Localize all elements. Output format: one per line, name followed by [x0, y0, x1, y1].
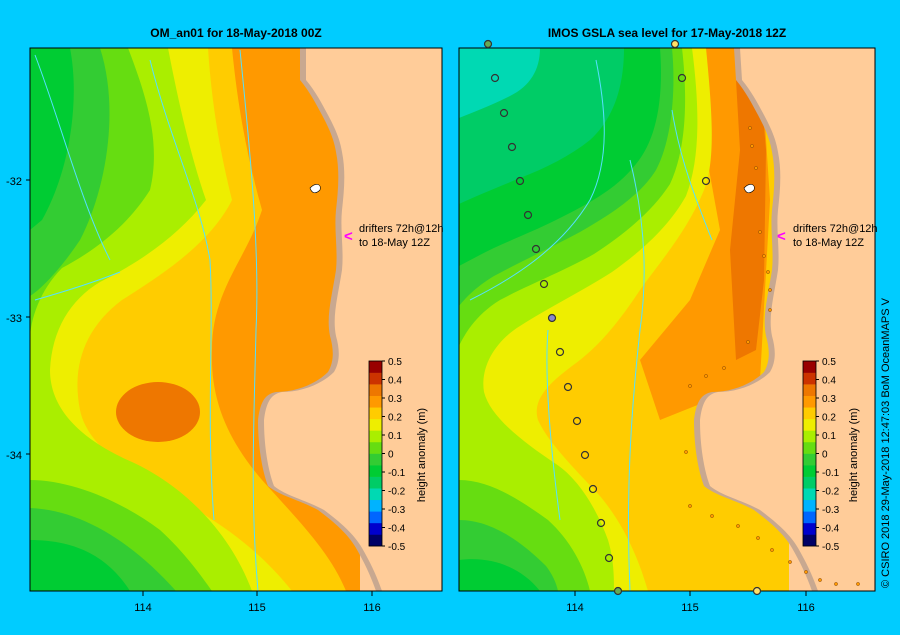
left-colorbar-swatch: [369, 476, 382, 489]
left-lat-tick-32: -32: [6, 176, 22, 188]
left-drifter-marker-icon: <: [344, 228, 353, 245]
left-colorbar-tick-label: -0.3: [388, 505, 406, 516]
right-lon-axis: 114 115 116: [566, 591, 815, 614]
left-drifter-label-line-2: to 18-May 12Z: [359, 237, 430, 249]
right-colorbar-swatch: [803, 476, 816, 489]
right-colorbar-swatch: [803, 395, 816, 408]
left-drifter-label-line-1: drifters 72h@12h: [359, 223, 444, 235]
right-colorbar-swatch: [803, 511, 816, 524]
right-colorbar-swatch: [803, 453, 816, 466]
left-colorbar-swatch: [369, 430, 382, 443]
right-colorbar-swatch: [803, 441, 816, 454]
left-colorbar-swatch: [369, 511, 382, 524]
left-colorbar-swatch: [369, 407, 382, 420]
left-colorbar-swatch: [369, 453, 382, 466]
left-colorbar-swatch: [369, 441, 382, 454]
right-colorbar-swatch: [803, 534, 816, 547]
right-colorbar-tick-label: -0.2: [822, 487, 840, 498]
left-colorbar-tick-label: -0.5: [388, 542, 406, 553]
left-lon-axis: 114 115 116: [134, 591, 381, 614]
left-colorbar-tick-label: -0.4: [388, 524, 406, 535]
credit-text: © CSIRO 2018 29-May-2018 12:47:03 BoM Oc…: [880, 297, 892, 588]
right-colorbar-swatch: [803, 499, 816, 512]
left-colorbar-label: height anomaly (m): [416, 408, 428, 502]
left-lon-tick-115: 115: [248, 602, 266, 614]
left-colorbar-swatch: [369, 372, 382, 385]
right-colorbar-swatch: [803, 407, 816, 420]
left-colorbar-swatch: [369, 522, 382, 535]
right-drifter-label-line-1: drifters 72h@12h: [793, 223, 878, 235]
left-map-panel: OM_an01 for 18-May-2018 00Z < drifters 7…: [6, 26, 444, 614]
right-colorbar-tick-label: 0.4: [822, 376, 836, 387]
right-colorbar-swatch: [803, 372, 816, 385]
right-lon-tick-115: 115: [681, 602, 699, 614]
right-colorbar-swatches: [803, 361, 816, 547]
left-colorbar-swatch: [369, 418, 382, 431]
right-colorbar-ticks: 0.5 0.4 0.3 0.2 0.1 0 -0.1 -0.2 -0.3 -0.4 -0.5: [816, 357, 840, 553]
right-sea-level-contours: [459, 48, 875, 591]
left-colorbar-swatch: [369, 384, 382, 396]
left-colorbar-ticks: 0.5 0.4 0.3 0.2 0.1 0 -0.1 -0.2 -0.3 -0.4 -0.5: [382, 357, 406, 553]
right-map-panel: IMOS GSLA sea level for 17-May-2018 12Z: [458, 26, 878, 614]
left-colorbar-tick-label: 0.1: [388, 431, 402, 442]
left-colorbar-swatch: [369, 361, 382, 373]
left-lat-tick-34: -34: [6, 450, 22, 462]
right-colorbar-swatch: [803, 488, 816, 501]
right-colorbar-swatch: [803, 361, 816, 373]
left-colorbar-swatch: [369, 395, 382, 408]
right-drifter-label-line-2: to 18-May 12Z: [793, 237, 864, 249]
right-colorbar-swatch: [803, 384, 816, 396]
right-observation-points: [483, 39, 762, 596]
left-sea-level-contours: [30, 48, 442, 591]
right-colorbar-tick-label: 0.2: [822, 413, 836, 424]
left-colorbar-swatch: [369, 488, 382, 501]
right-colorbar-tick-label: -0.4: [822, 524, 840, 535]
right-lon-tick-114: 114: [566, 602, 584, 614]
left-lon-tick-116: 116: [363, 602, 381, 614]
right-drifter-label: < drifters 72h@12h to 18-May 12Z: [777, 223, 878, 249]
left-colorbar-tick-label: 0: [388, 450, 394, 461]
left-lon-tick-114: 114: [134, 602, 152, 614]
left-colorbar-tick-label: -0.2: [388, 487, 406, 498]
right-colorbar-tick-label: 0.3: [822, 394, 836, 405]
right-drifter-track-points: [684, 126, 860, 586]
right-colorbar-swatch: [803, 430, 816, 443]
left-colorbar-tick-label: 0.2: [388, 413, 402, 424]
right-colorbar-swatch: [803, 522, 816, 535]
left-colorbar-tick-label: 0.5: [388, 357, 402, 368]
left-colorbar-tick-label: -0.1: [388, 468, 406, 479]
left-colorbar-tick-label: 0.4: [388, 376, 402, 387]
left-colorbar-tick-label: 0.3: [388, 394, 402, 405]
right-colorbar-label: height anomaly (m): [848, 408, 860, 502]
left-map-title: OM_an01 for 18-May-2018 00Z: [150, 26, 321, 40]
left-colorbar-swatches: [369, 361, 382, 547]
right-colorbar-tick-label: -0.5: [822, 542, 840, 553]
right-colorbar: 0.5 0.4 0.3 0.2 0.1 0 -0.1 -0.2 -0.3 -0.4 -0.5 hei…: [802, 357, 860, 553]
left-lat-axis: -32 -33 -34: [6, 176, 30, 462]
right-colorbar-tick-label: -0.3: [822, 505, 840, 516]
left-colorbar-swatch: [369, 465, 382, 477]
right-drifter-marker-icon: <: [777, 228, 786, 245]
left-colorbar-swatch: [369, 534, 382, 547]
left-drifter-label: < drifters 72h@12h to 18-May 12Z: [344, 223, 444, 249]
right-colorbar-swatch: [803, 418, 816, 431]
right-colorbar-tick-label: -0.1: [822, 468, 840, 479]
left-colorbar-swatch: [369, 499, 382, 512]
left-colorbar: 0.5 0.4 0.3 0.2 0.1 0 -0.1 -0.2 -0.3 -0.4 -0.5 hei…: [368, 357, 428, 553]
left-lat-tick-33: -33: [6, 313, 22, 325]
right-colorbar-swatch: [803, 465, 816, 477]
right-colorbar-tick-label: 0.1: [822, 431, 836, 442]
right-colorbar-tick-label: 0.5: [822, 357, 836, 368]
right-lon-tick-116: 116: [797, 602, 815, 614]
right-map-title: IMOS GSLA sea level for 17-May-2018 12Z: [548, 26, 786, 40]
right-colorbar-tick-label: 0: [822, 450, 828, 461]
